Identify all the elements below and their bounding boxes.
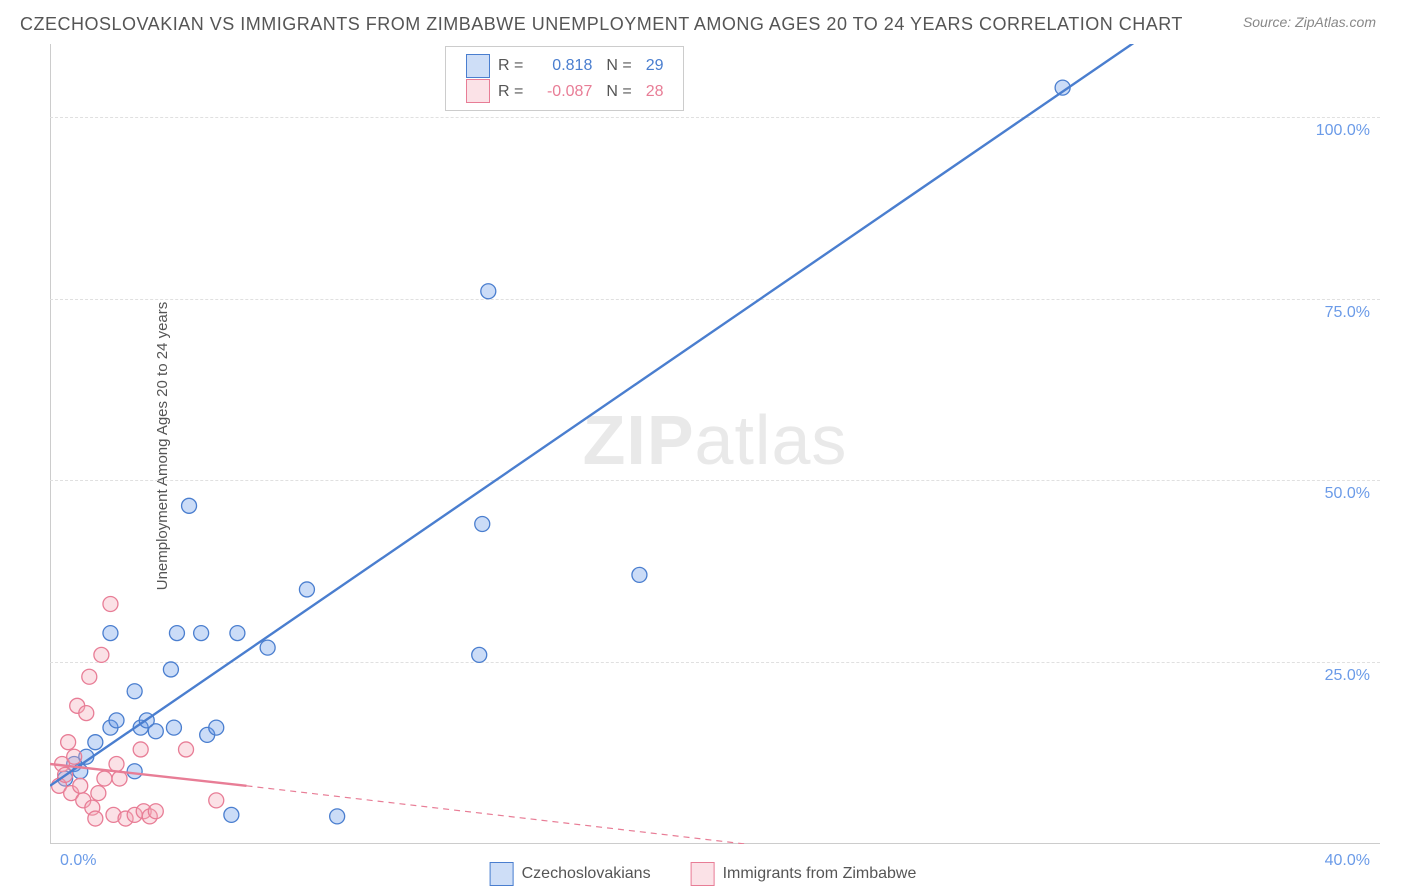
scatter-point bbox=[79, 706, 94, 721]
scatter-point bbox=[209, 720, 224, 735]
scatter-point bbox=[182, 498, 197, 513]
scatter-point bbox=[88, 735, 103, 750]
scatter-point bbox=[91, 786, 106, 801]
x-tick-label: 40.0% bbox=[1325, 852, 1370, 870]
legend-label: Immigrants from Zimbabwe bbox=[723, 865, 917, 883]
chart-area: ZIPatlas R =0.818N =29R =-0.087N =28 25.… bbox=[50, 44, 1380, 844]
source-attribution: Source: ZipAtlas.com bbox=[1243, 14, 1376, 30]
scatter-point bbox=[97, 771, 112, 786]
scatter-point bbox=[179, 742, 194, 757]
scatter-point bbox=[148, 804, 163, 819]
legend-n-value: 28 bbox=[646, 79, 664, 105]
scatter-point bbox=[67, 749, 82, 764]
series-legend: Czechoslovakians Immigrants from Zimbabwe bbox=[490, 862, 917, 886]
scatter-point bbox=[166, 720, 181, 735]
legend-n-label: N = bbox=[606, 79, 631, 105]
legend-swatch bbox=[691, 862, 715, 886]
legend-n-value: 29 bbox=[646, 53, 664, 79]
scatter-point bbox=[475, 517, 490, 532]
scatter-plot bbox=[50, 44, 1380, 844]
scatter-point bbox=[472, 647, 487, 662]
legend-label: Czechoslovakians bbox=[522, 865, 651, 883]
legend-item: Immigrants from Zimbabwe bbox=[691, 862, 917, 886]
legend-row: R = -0.087 N = 28 bbox=[466, 79, 663, 105]
scatter-point bbox=[481, 284, 496, 299]
scatter-point bbox=[148, 724, 163, 739]
scatter-point bbox=[632, 567, 647, 582]
legend-swatch bbox=[466, 79, 490, 103]
legend-n-label: N = bbox=[606, 53, 631, 79]
scatter-point bbox=[163, 662, 178, 677]
scatter-point bbox=[230, 626, 245, 641]
legend-r-label: R = bbox=[498, 79, 523, 105]
scatter-point bbox=[127, 764, 142, 779]
scatter-point bbox=[209, 793, 224, 808]
scatter-point bbox=[260, 640, 275, 655]
legend-r-value: 0.818 bbox=[537, 53, 592, 79]
scatter-point bbox=[194, 626, 209, 641]
scatter-point bbox=[109, 757, 124, 772]
scatter-point bbox=[103, 597, 118, 612]
scatter-point bbox=[127, 684, 142, 699]
legend-row: R = 0.818 N = 29 bbox=[466, 53, 663, 79]
legend-r-value: -0.087 bbox=[537, 79, 592, 105]
scatter-point bbox=[61, 735, 76, 750]
scatter-point bbox=[224, 807, 239, 822]
chart-title: CZECHOSLOVAKIAN VS IMMIGRANTS FROM ZIMBA… bbox=[20, 14, 1183, 35]
x-tick-label: 0.0% bbox=[60, 852, 96, 870]
scatter-point bbox=[109, 713, 124, 728]
scatter-point bbox=[94, 647, 109, 662]
scatter-point bbox=[169, 626, 184, 641]
scatter-point bbox=[133, 742, 148, 757]
legend-swatch bbox=[466, 54, 490, 78]
correlation-legend: R = 0.818 N = 29 R = -0.087 N = 28 bbox=[445, 46, 684, 111]
scatter-point bbox=[82, 669, 97, 684]
trendline bbox=[50, 44, 1153, 786]
legend-swatch bbox=[490, 862, 514, 886]
scatter-point bbox=[73, 778, 88, 793]
legend-item: Czechoslovakians bbox=[490, 862, 651, 886]
scatter-point bbox=[299, 582, 314, 597]
scatter-point bbox=[330, 809, 345, 824]
legend-r-label: R = bbox=[498, 53, 523, 79]
scatter-point bbox=[88, 811, 103, 826]
trendline-extrapolated bbox=[246, 786, 745, 844]
scatter-point bbox=[103, 626, 118, 641]
